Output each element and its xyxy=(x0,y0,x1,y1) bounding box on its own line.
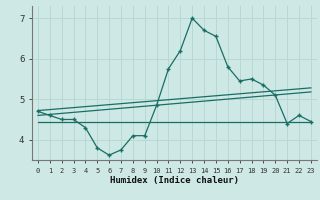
X-axis label: Humidex (Indice chaleur): Humidex (Indice chaleur) xyxy=(110,176,239,185)
